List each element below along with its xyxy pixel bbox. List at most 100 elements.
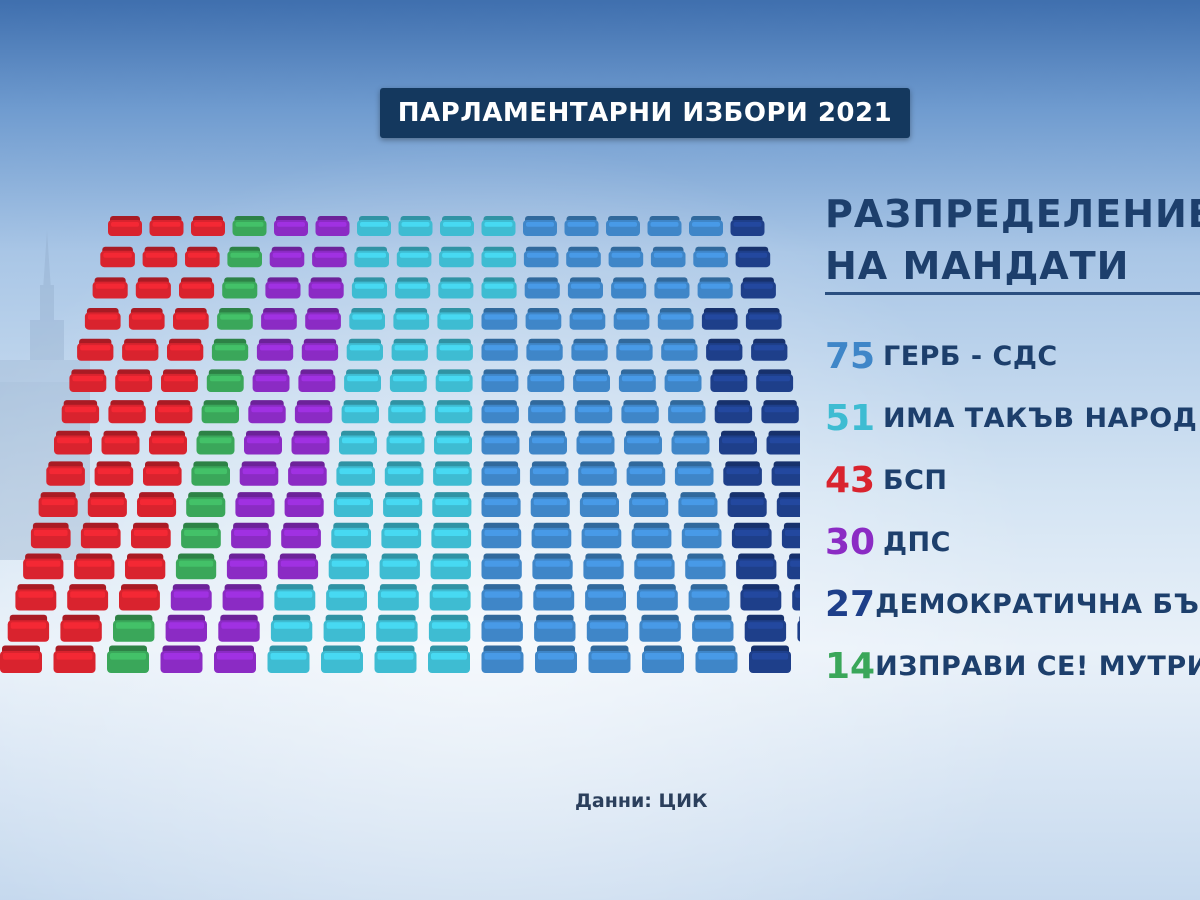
seat-mark [115, 369, 153, 392]
seat-mark [566, 246, 601, 268]
seat-mark [113, 614, 155, 642]
seat-mark [574, 400, 613, 424]
seat-mark [636, 584, 678, 611]
seat-mark [634, 553, 675, 580]
legend-seat-count: 43 [825, 459, 876, 501]
seat-mark [379, 553, 420, 580]
legend-heading-line-2: НА МАНДАТИ [825, 244, 1130, 288]
seat-mark [766, 430, 800, 455]
seat-mark [481, 461, 521, 486]
seat-mark [267, 645, 310, 673]
seat-mark [714, 400, 753, 424]
seat-mark [328, 553, 369, 580]
seat-mark [481, 584, 523, 611]
seat-mark [323, 614, 365, 642]
seat-mark [181, 522, 221, 549]
seat-mark [87, 492, 127, 517]
seat-mark [434, 400, 473, 424]
legend-heading: РАЗПРЕДЕЛЕНИЕ НА МАНДАТИ [825, 188, 1200, 292]
seat-mark [341, 400, 379, 424]
seat-mark [67, 584, 109, 611]
seat-mark [629, 492, 669, 517]
legend-seat-count: 75 [825, 335, 876, 377]
legend-seat-count: 51 [825, 397, 876, 439]
seat-mark [621, 400, 659, 424]
seat-mark [710, 369, 748, 392]
seat-mark [173, 308, 209, 330]
seat-mark [383, 492, 423, 517]
seat-mark [608, 246, 644, 268]
seat-mark [529, 430, 567, 455]
seat-mark [481, 246, 517, 268]
seat-mark [481, 645, 524, 673]
seat-mark [69, 369, 107, 392]
seat-mark [481, 614, 523, 642]
seat-mark [532, 553, 573, 580]
seat-mark [481, 430, 520, 455]
seat-mark [530, 492, 570, 517]
seat-mark [381, 522, 422, 549]
seat-mark [736, 553, 777, 580]
seat-mark [38, 492, 78, 517]
seat-mark [787, 553, 800, 580]
seat-mark [529, 461, 569, 486]
seat-mark [481, 522, 522, 549]
seat-mark [756, 369, 794, 392]
seat-mark [668, 400, 706, 424]
seat-mark [165, 614, 207, 642]
seat-mark [531, 522, 572, 549]
seat-mark [481, 338, 518, 361]
seat-mark [616, 338, 653, 361]
seat-mark [201, 400, 239, 424]
seat-mark [142, 246, 178, 268]
seat-mark [576, 430, 615, 455]
seat-mark [211, 338, 249, 361]
seat-mark [388, 400, 426, 424]
seat-mark [674, 461, 714, 486]
seat-mark [331, 522, 371, 549]
seat-mark [167, 338, 204, 361]
seat-mark [701, 308, 738, 330]
seat-mark [196, 430, 235, 455]
seat-mark [60, 614, 102, 642]
seat-mark [433, 461, 472, 486]
seat-mark [143, 461, 182, 486]
seat-mark [657, 308, 694, 330]
seat-mark [84, 308, 121, 330]
seat-mark [688, 584, 730, 611]
seat-mark [776, 492, 800, 517]
seat-mark [231, 522, 271, 549]
seat-mark [214, 645, 256, 673]
seat-mark [588, 645, 631, 673]
seat-mark [431, 522, 472, 549]
legend-party-name: ГЕРБ - СДС [883, 340, 1058, 372]
seat-mark [298, 369, 336, 392]
seat-mark [92, 277, 128, 299]
legend-item-isbm: 14 ИЗПРАВИ СЕ! МУТРИ ВЪН! [825, 635, 1200, 697]
seat-mark [315, 216, 350, 236]
seat-mark [108, 216, 142, 236]
seat-mark [15, 584, 57, 611]
legend-party-name: БСП [883, 464, 948, 496]
seat-mark [74, 553, 115, 580]
seat-mark [270, 614, 313, 642]
seat-mark [573, 369, 610, 392]
seat-mark [386, 430, 425, 455]
seat-mark [256, 338, 294, 361]
seat-mark [135, 277, 171, 299]
seat-mark [393, 308, 430, 330]
seat-mark [781, 522, 800, 549]
seat-mark [248, 400, 286, 424]
seat-mark [218, 614, 260, 642]
seat-mark [730, 216, 765, 236]
seat-mark [374, 645, 417, 673]
seat-mark [689, 216, 723, 236]
legend-divider [825, 292, 1200, 295]
seat-mark [346, 338, 383, 361]
seat-mark [125, 553, 166, 580]
seat-mark [357, 216, 391, 236]
seat-mark [578, 461, 617, 486]
seat-mark [265, 277, 301, 299]
seat-mark [525, 308, 562, 330]
seat-mark [389, 369, 427, 392]
